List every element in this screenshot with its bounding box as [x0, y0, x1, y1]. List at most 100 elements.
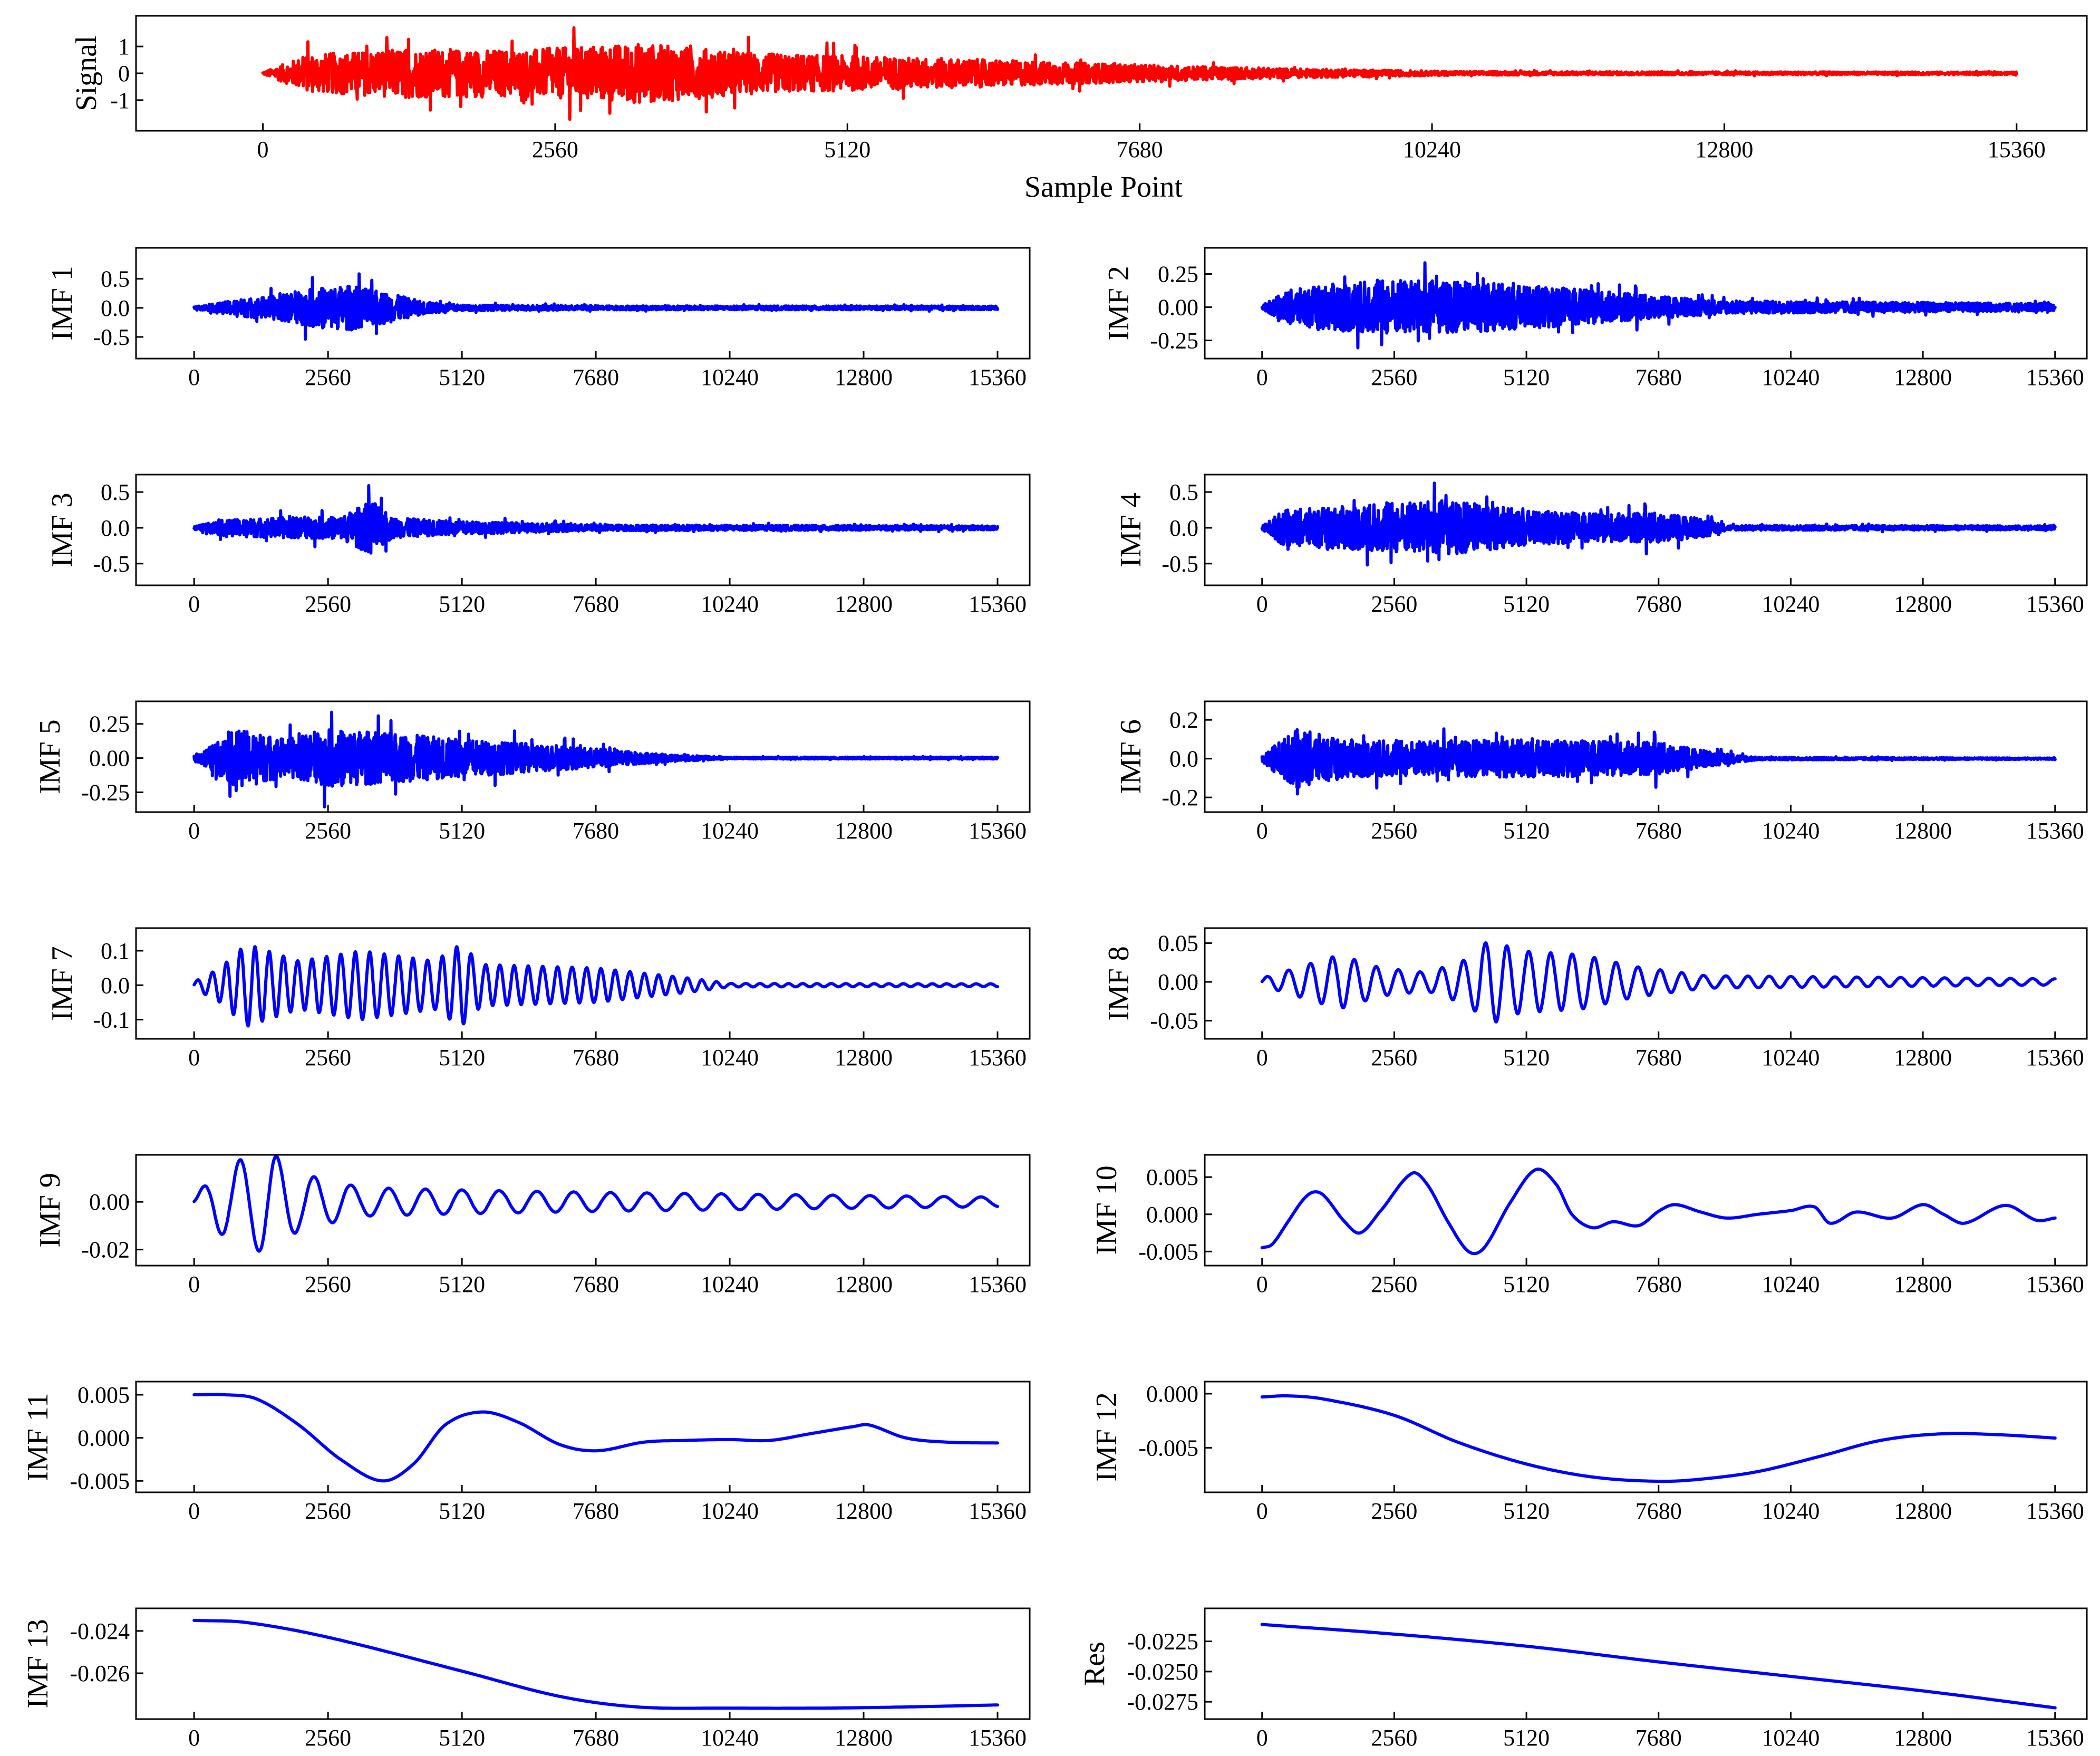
imf10-series-line	[1260, 1168, 2057, 1256]
imf11-axes-frame	[135, 1381, 1031, 1493]
res-ylabel: Res	[1078, 1642, 1111, 1686]
imf9-ytick-label: 0.00	[89, 1189, 130, 1215]
panel-imf2: 0 2560 5120 7680 10240 12800 15360 0.25 0.00 -0.2…	[1102, 247, 2088, 390]
imf10-xtick-label: 2560	[1371, 1271, 1417, 1297]
imf4-xtick-label: 7680	[1636, 591, 1682, 617]
imf1-xtick-label: 15360	[969, 364, 1027, 390]
imf4-xtick-label: 0	[1256, 591, 1268, 617]
imf10-ylabel: IMF 10	[1090, 1165, 1123, 1255]
imf2-xtick-label: 2560	[1371, 364, 1417, 390]
signal-ylabel: Signal	[70, 35, 103, 111]
imf12-xtick-label: 2560	[1371, 1498, 1417, 1524]
imf8-axes-frame	[1204, 927, 2088, 1040]
imf10-xtick-label: 12800	[1894, 1271, 1952, 1297]
imf3-xtick-label: 15360	[969, 591, 1027, 617]
imf1-ytick-label: 0.0	[101, 295, 130, 321]
imf2-xtick-label: 0	[1256, 364, 1268, 390]
signal-xtick-label: 0	[257, 137, 269, 162]
imf7-xtick-label: 10240	[701, 1045, 759, 1070]
res-xtick-label: 12800	[1894, 1725, 1952, 1751]
res-xtick-label: 7680	[1636, 1725, 1682, 1751]
panel-imf11: 0 2560 5120 7680 10240 12800 15360 0.005 0.000 -0…	[22, 1381, 1031, 1524]
imf5-series-line	[192, 710, 999, 809]
imf4-ylabel: IMF 4	[1115, 493, 1147, 567]
res-xtick-label: 15360	[2026, 1725, 2084, 1751]
imf6-series-line	[1260, 727, 2057, 796]
imf12-xtick-label: 7680	[1636, 1498, 1682, 1524]
imf5-xtick-label: 15360	[969, 818, 1027, 844]
imf9-xtick-label: 12800	[835, 1271, 893, 1297]
imf2-xtick-label: 10240	[1762, 364, 1820, 390]
imf7-ytick-label: 0.0	[101, 972, 130, 998]
imf10-xtick-label: 0	[1256, 1271, 1268, 1297]
imf11-xtick-label: 15360	[969, 1498, 1027, 1524]
imf4-ytick-label: -0.5	[1162, 551, 1198, 577]
signal-xlabel: Sample Point	[1024, 171, 1183, 204]
imf11-xtick-label: 5120	[439, 1498, 485, 1524]
signal-ytick-label: 1	[118, 34, 130, 60]
imf12-xtick-label: 10240	[1762, 1498, 1820, 1524]
imf10-ytick-label: 0.000	[1146, 1202, 1198, 1228]
signal-series-line	[261, 26, 2018, 121]
imf12-xtick-label: 15360	[2026, 1498, 2084, 1524]
imf2-axes-frame	[1204, 247, 2088, 360]
imf7-ytick-label: -0.1	[93, 1007, 130, 1033]
panel-imf4: 0 2560 5120 7680 10240 12800 15360 0.5 0.0 -0.5 IM…	[1115, 474, 2088, 617]
panel-imf10: 0 2560 5120 7680 10240 12800 15360 0.005 0.000 -0…	[1090, 1154, 2088, 1297]
imf9-ylabel: IMF 9	[34, 1173, 66, 1248]
res-axes-frame	[1204, 1607, 2088, 1720]
imf5-xtick-label: 2560	[305, 818, 351, 844]
res-series-line	[1260, 1623, 2057, 1710]
imf9-xtick-label: 5120	[439, 1271, 485, 1297]
imf5-xtick-label: 5120	[439, 818, 485, 844]
imf2-xtick-label: 12800	[1894, 364, 1952, 390]
imf13-ytick-label: -0.026	[70, 1661, 130, 1686]
imf4-xtick-label: 15360	[2026, 591, 2084, 617]
panel-imf12: 0 2560 5120 7680 10240 12800 15360 0.000 -0.005 I…	[1090, 1381, 2088, 1524]
imf11-xtick-label: 7680	[573, 1498, 619, 1524]
imf3-ylabel: IMF 3	[46, 493, 79, 567]
imf3-axes-frame	[135, 474, 1031, 586]
imf1-xtick-label: 5120	[439, 364, 485, 390]
imf10-xtick-label: 10240	[1762, 1271, 1820, 1297]
imf8-series-line	[1260, 941, 2057, 1024]
imf10-xtick-label: 5120	[1503, 1271, 1550, 1297]
imf5-xtick-label: 12800	[835, 818, 893, 844]
imf7-xtick-label: 0	[188, 1045, 200, 1070]
imf8-xtick-label: 0	[1256, 1045, 1268, 1070]
imf9-series-line	[192, 1155, 999, 1253]
signal-xtick-label: 12800	[1695, 137, 1753, 162]
imf3-xtick-label: 5120	[439, 591, 485, 617]
res-ytick-label: -0.0275	[1127, 1689, 1198, 1715]
imf2-ytick-label: -0.25	[1150, 328, 1198, 354]
imf2-ylabel: IMF 2	[1102, 266, 1135, 341]
imf2-series-line	[1260, 261, 2057, 350]
imf2-ytick-label: 0.00	[1158, 295, 1198, 321]
res-xtick-label: 5120	[1503, 1725, 1550, 1751]
imf13-axes-frame	[135, 1607, 1031, 1720]
imf9-xtick-label: 10240	[701, 1271, 759, 1297]
imf1-xtick-label: 7680	[573, 364, 619, 390]
imf9-xtick-label: 7680	[573, 1271, 619, 1297]
imf6-xtick-label: 15360	[2026, 818, 2084, 844]
panel-res: 0 2560 5120 7680 10240 12800 15360 -0.0225 -0.02…	[1078, 1607, 2088, 1751]
imf2-xtick-label: 7680	[1636, 364, 1682, 390]
res-xtick-label: 0	[1256, 1725, 1268, 1751]
imf6-xtick-label: 5120	[1503, 818, 1550, 844]
imf1-xtick-label: 2560	[305, 364, 351, 390]
panel-imf8: 0 2560 5120 7680 10240 12800 15360 0.05 0.00 -0.0…	[1102, 927, 2088, 1070]
imf4-series-line	[1260, 481, 2057, 567]
imf11-xtick-label: 2560	[305, 1498, 351, 1524]
imf2-xtick-label: 5120	[1503, 364, 1550, 390]
imf6-ytick-label: -0.2	[1162, 785, 1198, 811]
imf8-xtick-label: 10240	[1762, 1045, 1820, 1070]
imf13-xtick-label: 10240	[701, 1725, 759, 1751]
imf7-axes-frame	[135, 927, 1031, 1040]
imf7-xtick-label: 15360	[969, 1045, 1027, 1070]
imf9-xtick-label: 2560	[305, 1271, 351, 1297]
imf6-ylabel: IMF 6	[1115, 719, 1147, 794]
imf13-series-line	[192, 1618, 999, 1710]
imf7-ytick-label: 0.1	[101, 938, 130, 964]
panel-imf1: 0 2560 5120 7680 10240 12800 15360 0.5 0.0 -0.5 IM…	[46, 247, 1031, 390]
